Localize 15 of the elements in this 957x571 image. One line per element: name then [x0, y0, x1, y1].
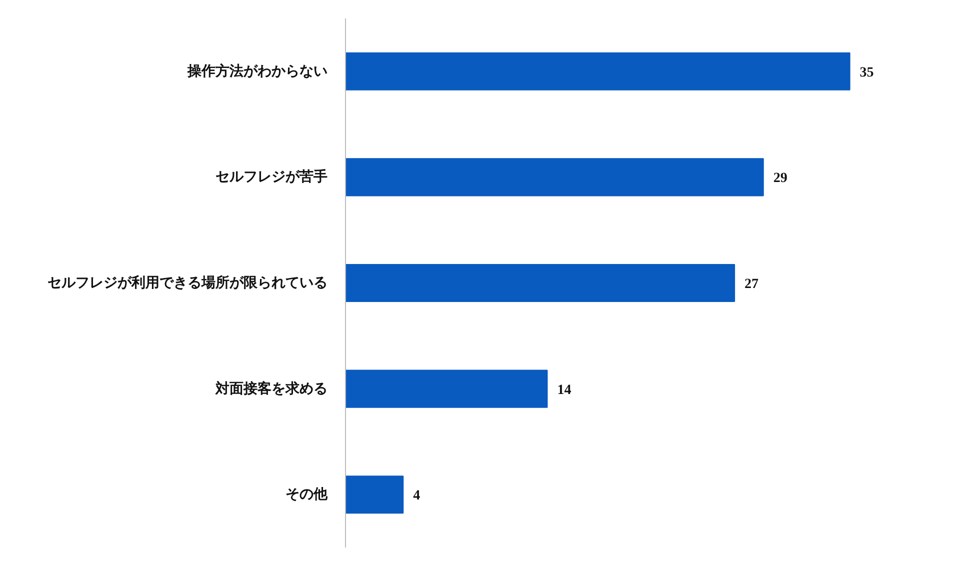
y-tick-label: その他 — [286, 486, 328, 503]
y-tick-label: セルフレジが利用できる場所が限られている — [48, 275, 328, 291]
bar — [346, 476, 404, 514]
data-label: 27 — [744, 277, 759, 292]
data-label: 4 — [413, 488, 420, 504]
bar — [346, 264, 736, 302]
data-label: 29 — [773, 171, 788, 186]
data-label: 14 — [557, 382, 572, 398]
data-label: 35 — [860, 65, 874, 80]
y-tick-label: 操作方法がわからない — [186, 62, 328, 80]
bar — [346, 52, 850, 90]
bar — [346, 158, 764, 196]
y-tick-label: 対面接客を求める — [214, 380, 328, 397]
bar — [346, 370, 548, 408]
y-tick-label: セルフレジが苦手 — [216, 168, 328, 186]
